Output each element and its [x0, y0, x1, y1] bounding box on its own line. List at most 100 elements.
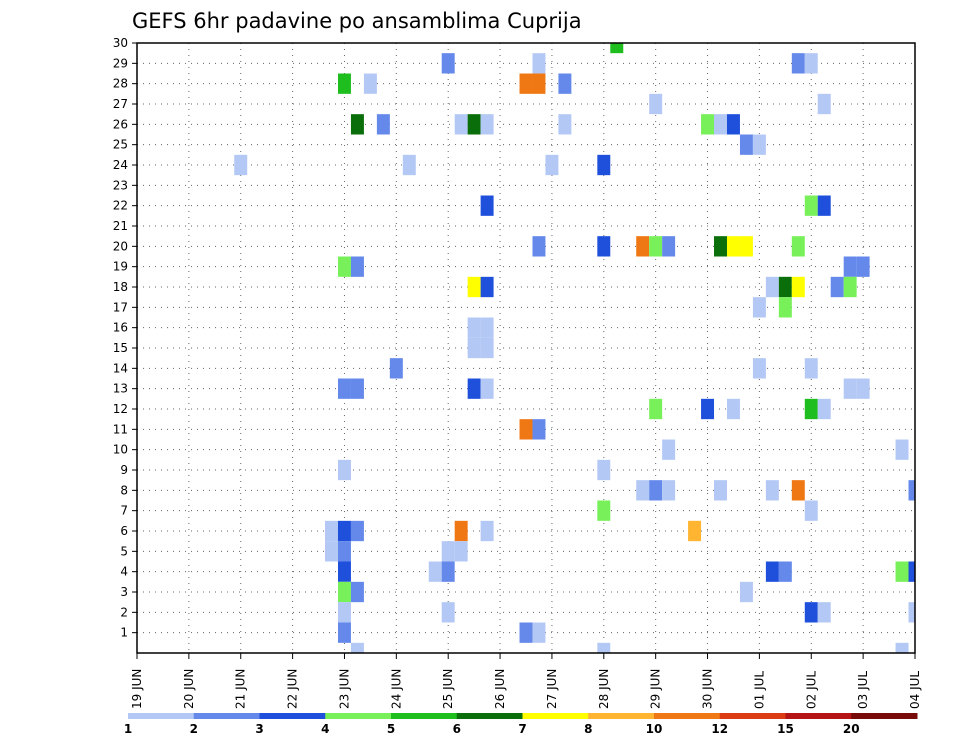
x-tick-label: 01 JUL [752, 671, 766, 709]
legend-swatch [851, 713, 918, 719]
heatmap-cell [337, 561, 351, 582]
x-tick-label: 27 JUN [545, 669, 559, 709]
heatmap-cell [350, 114, 364, 135]
heatmap-cell [597, 642, 611, 653]
x-axis: 19 JUN 20 JUN 21 JUN 22 JUN 23 JUN 24 JUN 25 J… [130, 653, 922, 709]
heatmap-cell [337, 622, 351, 643]
x-tick-label: 21 JUN [234, 669, 248, 709]
heatmap-cell [804, 358, 818, 379]
heatmap-cell [337, 378, 351, 399]
legend-swatch [193, 713, 260, 719]
x-tick-label: 19 JUN [130, 669, 144, 709]
y-tick-label: 8 [120, 483, 128, 497]
heatmap-cell [467, 114, 481, 135]
y-tick-label: 7 [120, 504, 128, 518]
heatmap-cell [545, 154, 559, 176]
heatmap-cell [467, 276, 481, 298]
heatmap-cell [389, 358, 403, 379]
heatmap-cell [441, 602, 455, 623]
heatmap-cell [519, 622, 533, 643]
heatmap-cell [791, 480, 805, 501]
heatmap-cell [532, 622, 546, 643]
y-tick-label: 30 [113, 36, 128, 50]
legend-swatch [588, 713, 655, 719]
heatmap-cell [480, 520, 494, 542]
heatmap-cell [467, 337, 481, 359]
legend-swatch [719, 713, 786, 719]
heatmap-cell [662, 439, 676, 460]
heatmap-cell [350, 642, 364, 653]
heatmap-cell [817, 602, 831, 623]
heatmap-cell [480, 378, 494, 399]
legend-swatch [325, 713, 392, 719]
y-tick-label: 28 [113, 77, 128, 91]
heatmap-cell [441, 53, 455, 74]
legend-label: 7 [518, 722, 526, 736]
heatmap-cell [688, 520, 702, 542]
heatmap-cell [843, 256, 857, 277]
x-tick-label: 03 JUL [856, 671, 870, 709]
heatmap-cell [908, 480, 915, 501]
heatmap-cell [337, 581, 351, 603]
heatmap-cell [519, 73, 533, 94]
heatmap-cell [454, 541, 468, 562]
heatmap-cell [454, 114, 468, 135]
heatmap-cell [739, 581, 753, 603]
cells [234, 43, 915, 653]
heatmap-cell [701, 398, 715, 420]
heatmap-cell [234, 154, 248, 176]
grid [137, 42, 915, 653]
heatmap-cell [856, 256, 870, 277]
heatmap-cell [402, 154, 416, 176]
legend-label: 3 [255, 722, 263, 736]
heatmap-cell [337, 73, 351, 94]
x-tick-label: 25 JUN [441, 669, 455, 709]
heatmap-cell [480, 337, 494, 359]
heatmap-cell [350, 520, 364, 542]
y-axis: 1234567891011121314151617181920212223242… [113, 36, 137, 640]
heatmap-cell [804, 602, 818, 623]
heatmap-cell [739, 134, 753, 155]
y-tick-label: 27 [113, 97, 128, 111]
heatmap-cell [765, 561, 779, 582]
heatmap-cell [804, 195, 818, 216]
y-tick-label: 3 [120, 585, 128, 599]
legend-label: 4 [321, 722, 329, 736]
heatmap-cell [610, 43, 624, 54]
heatmap-cell [597, 154, 611, 176]
heatmap-cell [636, 236, 650, 257]
heatmap-cell [649, 398, 663, 420]
y-tick-label: 26 [113, 117, 128, 131]
heatmap-cell [363, 73, 377, 94]
heatmap-cell [778, 561, 792, 582]
legend-label: 20 [843, 722, 860, 736]
legend-swatch [522, 713, 589, 719]
color-legend: 1 2 3 4 5 6 7 8 10 12 15 20 [124, 713, 918, 736]
y-tick-label: 1 [120, 626, 128, 640]
heatmap-cell [558, 114, 572, 135]
heatmap-cell [908, 602, 915, 623]
legend-label: 2 [190, 722, 198, 736]
heatmap-cell [337, 541, 351, 562]
heatmap-cell [778, 297, 792, 318]
y-tick-label: 11 [113, 422, 128, 436]
heatmap-cell [739, 236, 753, 257]
heatmap-cell [467, 317, 481, 338]
heatmap-cell [752, 297, 766, 318]
heatmap-cell [714, 114, 727, 135]
legend-label: 12 [711, 722, 728, 736]
y-tick-label: 5 [120, 544, 128, 558]
heatmap-cell [778, 276, 792, 298]
y-tick-label: 10 [113, 443, 128, 457]
heatmap-cell [701, 114, 715, 135]
heatmap-cell [337, 602, 351, 623]
heatmap-cell [597, 236, 611, 257]
legend-swatch [456, 713, 523, 719]
heatmap-cell [649, 236, 663, 257]
y-tick-label: 17 [113, 300, 128, 314]
y-tick-label: 6 [120, 524, 128, 538]
x-tick-label: 22 JUN [286, 669, 300, 709]
legend-swatch [654, 713, 721, 719]
heatmap-cell [350, 581, 364, 603]
